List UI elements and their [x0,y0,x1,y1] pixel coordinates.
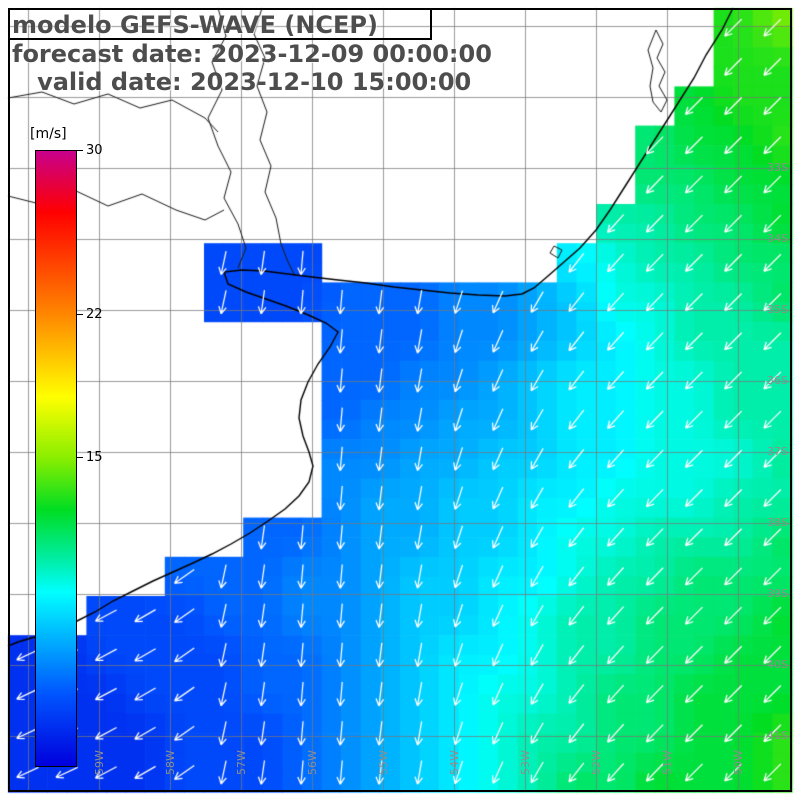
lat-grid-label: 38S [767,516,788,529]
lon-grid-label: 53W [519,750,532,775]
lat-grid-label: 40S [767,658,788,671]
lon-grid-label: 55W [377,750,390,775]
colorbar-tick-label: 22 [86,307,103,322]
lon-grid-label: 50W [732,750,745,775]
forecast-date-label: forecast date: 2023-12-09 00:00:00 [12,40,492,68]
colorbar-gradient [35,150,77,767]
lat-grid-label: 33S [767,161,788,174]
colorbar-unit-label: [m/s] [30,126,67,142]
lat-grid-label: 34S [767,232,788,245]
lat-grid-label: 37S [767,445,788,458]
lon-grid-label: 51W [661,750,674,775]
lon-grid-label: 56W [306,750,319,775]
title-box [8,8,432,40]
lat-grid-label: 39S [767,587,788,600]
lon-grid-label: 58W [164,750,177,775]
lon-grid-label: 59W [93,750,106,775]
colorbar-tick-label: 30 [86,143,103,158]
valid-date-label: valid date: 2023-12-10 15:00:00 [12,68,472,96]
lon-grid-label: 52W [590,750,603,775]
colorbar-tick-label: 15 [86,450,103,465]
lon-grid-label: 54W [448,750,461,775]
lon-grid-label: 57W [235,750,248,775]
lat-grid-label: 41S [767,729,788,742]
colorbar-tick-mark [76,314,83,315]
lat-grid-label: 36S [767,374,788,387]
colorbar-tick-mark [76,457,83,458]
lat-grid-label: 35S [767,303,788,316]
chart-title: modelo GEFS-WAVE (NCEP) [12,11,378,39]
colorbar-tick-mark [76,150,83,151]
